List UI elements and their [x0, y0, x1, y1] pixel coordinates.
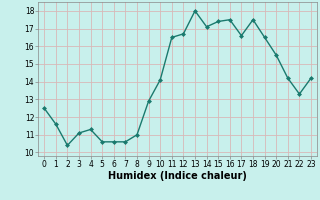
X-axis label: Humidex (Indice chaleur): Humidex (Indice chaleur)	[108, 171, 247, 181]
